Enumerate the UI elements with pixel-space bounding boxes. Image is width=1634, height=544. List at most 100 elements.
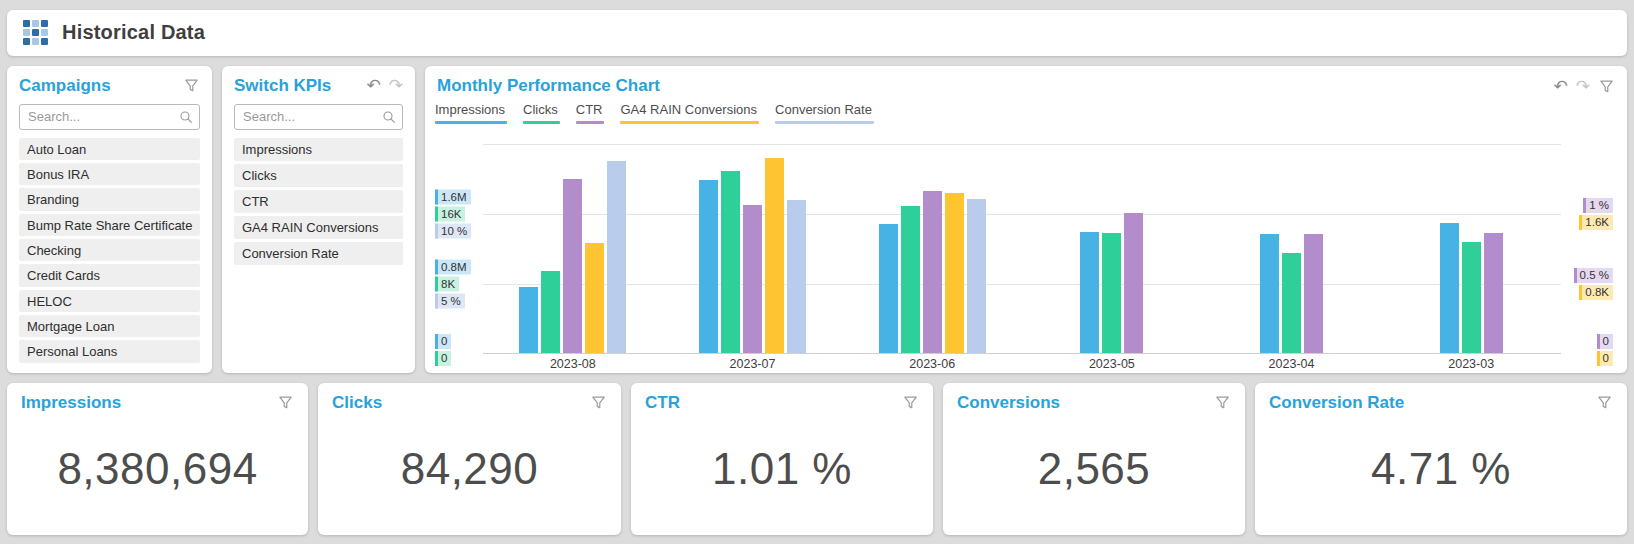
switch-kpis-title: Switch KPIs	[234, 76, 331, 96]
filter-icon[interactable]	[1214, 394, 1231, 411]
bar-conversion_rate-2023-06[interactable]	[967, 199, 986, 353]
kpi-list-item[interactable]: Impressions	[234, 138, 403, 161]
axis-tick-group: 0.8M8K5 %	[435, 259, 471, 308]
bar-conversion_rate-2023-08[interactable]	[607, 161, 626, 353]
card-title: CTR	[645, 393, 680, 413]
legend-color-underline	[775, 121, 874, 124]
bar-group-2023-07	[663, 132, 843, 353]
axis-tick-conversion_rate: 5 %	[435, 293, 465, 308]
bar-group-2023-08	[483, 132, 663, 353]
filter-icon[interactable]	[590, 394, 607, 411]
bar-group-2023-06	[842, 132, 1022, 353]
filter-icon[interactable]	[902, 394, 919, 411]
campaigns-panel: Campaigns Auto Loan Bonus IRA Branding Bump…	[7, 66, 212, 373]
search-icon	[381, 109, 397, 125]
campaign-list-item[interactable]: HELOC	[19, 290, 200, 312]
filter-icon[interactable]	[183, 77, 200, 94]
right-axis-labels: 1 %1.6K0.5 %0.8K00	[1561, 132, 1615, 374]
card-impressions: Impressions 8,380,694	[7, 383, 308, 535]
axis-tick-impressions: 1.6M	[435, 189, 471, 204]
filter-icon[interactable]	[1598, 78, 1615, 95]
bar-clicks-2023-08[interactable]	[541, 271, 560, 353]
bar-impressions-2023-05[interactable]	[1080, 232, 1099, 353]
bar-ga4-2023-08[interactable]	[585, 243, 604, 353]
bar-clicks-2023-04[interactable]	[1282, 253, 1301, 353]
undo-icon[interactable]: ↶	[367, 77, 381, 94]
chart-title: Monthly Performance Chart	[437, 76, 874, 96]
bar-ctr-2023-04[interactable]	[1304, 234, 1323, 353]
undo-icon[interactable]: ↶	[1554, 78, 1568, 95]
campaigns-list: Auto Loan Bonus IRA Branding Bump Rate Shar…	[19, 138, 200, 363]
legend-label: Clicks	[523, 102, 560, 121]
bar-impressions-2023-06[interactable]	[879, 224, 898, 353]
card-title: Impressions	[21, 393, 121, 413]
x-axis-label: 2023-06	[842, 357, 1022, 371]
campaign-list-item[interactable]: Checking	[19, 239, 200, 261]
bar-clicks-2023-03[interactable]	[1462, 242, 1481, 353]
x-axis-label: 2023-03	[1381, 357, 1561, 371]
bar-impressions-2023-03[interactable]	[1440, 223, 1459, 353]
kpi-list-item[interactable]: GA4 RAIN Conversions	[234, 216, 403, 239]
campaign-list-item[interactable]: Credit Cards	[19, 264, 200, 286]
card-title: Clicks	[332, 393, 382, 413]
bar-ctr-2023-06[interactable]	[923, 191, 942, 353]
card-clicks: Clicks 84,290	[318, 383, 621, 535]
campaign-list-item[interactable]: Mortgage Loan	[19, 315, 200, 337]
campaign-list-item[interactable]: Personal Loans	[19, 340, 200, 362]
card-title: Conversion Rate	[1269, 393, 1404, 413]
x-axis-label: 2023-05	[1022, 357, 1202, 371]
bar-impressions-2023-07[interactable]	[699, 180, 718, 353]
legend-item-ctr[interactable]: CTR	[576, 102, 605, 124]
kpi-list: Impressions Clicks CTR GA4 RAIN Conversions…	[234, 138, 403, 265]
kpi-list-item[interactable]: CTR	[234, 190, 403, 213]
axis-tick-ctr: 0.5 %	[1574, 268, 1613, 283]
bar-conversion_rate-2023-07[interactable]	[787, 200, 806, 353]
campaign-list-item[interactable]: Bonus IRA	[19, 163, 200, 185]
legend-label: Impressions	[435, 102, 507, 121]
x-axis-label: 2023-08	[483, 357, 663, 371]
axis-tick-ctr: 0	[1597, 334, 1613, 349]
axis-tick-conversion_rate: 10 %	[435, 223, 471, 238]
bar-ctr-2023-08[interactable]	[563, 179, 582, 353]
bar-ctr-2023-07[interactable]	[743, 205, 762, 353]
bar-impressions-2023-08[interactable]	[519, 287, 538, 353]
campaign-list-item[interactable]: Auto Loan	[19, 138, 200, 160]
left-axis-labels: 1.6M16K10 %0.8M8K5 %00	[433, 132, 483, 374]
campaign-list-item[interactable]: Bump Rate Share Certificate	[19, 214, 200, 236]
bar-ctr-2023-05[interactable]	[1124, 213, 1143, 353]
legend-label: GA4 RAIN Conversions	[620, 102, 759, 121]
campaign-list-item[interactable]: Branding	[19, 188, 200, 210]
filter-icon[interactable]	[1596, 394, 1613, 411]
card-value: 4.71 %	[1371, 444, 1511, 494]
kpi-list-item[interactable]: Conversion Rate	[234, 242, 403, 265]
legend-label: Conversion Rate	[775, 102, 874, 121]
card-value: 1.01 %	[712, 444, 852, 494]
bar-impressions-2023-04[interactable]	[1260, 234, 1279, 353]
legend-item-conversion_rate[interactable]: Conversion Rate	[775, 102, 874, 124]
legend-item-ga4[interactable]: GA4 RAIN Conversions	[620, 102, 759, 124]
campaigns-search-input[interactable]	[19, 104, 200, 130]
header-bar: Historical Data	[7, 10, 1627, 56]
search-icon	[178, 109, 194, 125]
filter-icon[interactable]	[277, 394, 294, 411]
bar-clicks-2023-07[interactable]	[721, 171, 740, 353]
bar-clicks-2023-06[interactable]	[901, 206, 920, 353]
legend-item-clicks[interactable]: Clicks	[523, 102, 560, 124]
bar-ga4-2023-06[interactable]	[945, 193, 964, 353]
chart-plot-area	[483, 132, 1561, 354]
kpi-list-item[interactable]: Clicks	[234, 164, 403, 187]
card-title: Conversions	[957, 393, 1060, 413]
axis-tick-group: 00	[435, 334, 451, 366]
legend-item-impressions[interactable]: Impressions	[435, 102, 507, 124]
bar-ctr-2023-03[interactable]	[1484, 233, 1503, 353]
bar-ga4-2023-07[interactable]	[765, 158, 784, 353]
chart-legend: Impressions Clicks CTR GA4 RAIN Conversions…	[435, 102, 874, 124]
redo-icon[interactable]: ↷	[389, 77, 403, 94]
kpis-search-input[interactable]	[234, 104, 403, 130]
x-axis-label: 2023-07	[663, 357, 843, 371]
page-title: Historical Data	[62, 21, 205, 44]
campaigns-title: Campaigns	[19, 76, 111, 96]
bar-clicks-2023-05[interactable]	[1102, 233, 1121, 353]
redo-icon[interactable]: ↷	[1576, 78, 1590, 95]
axis-tick-clicks: 8K	[435, 276, 459, 291]
